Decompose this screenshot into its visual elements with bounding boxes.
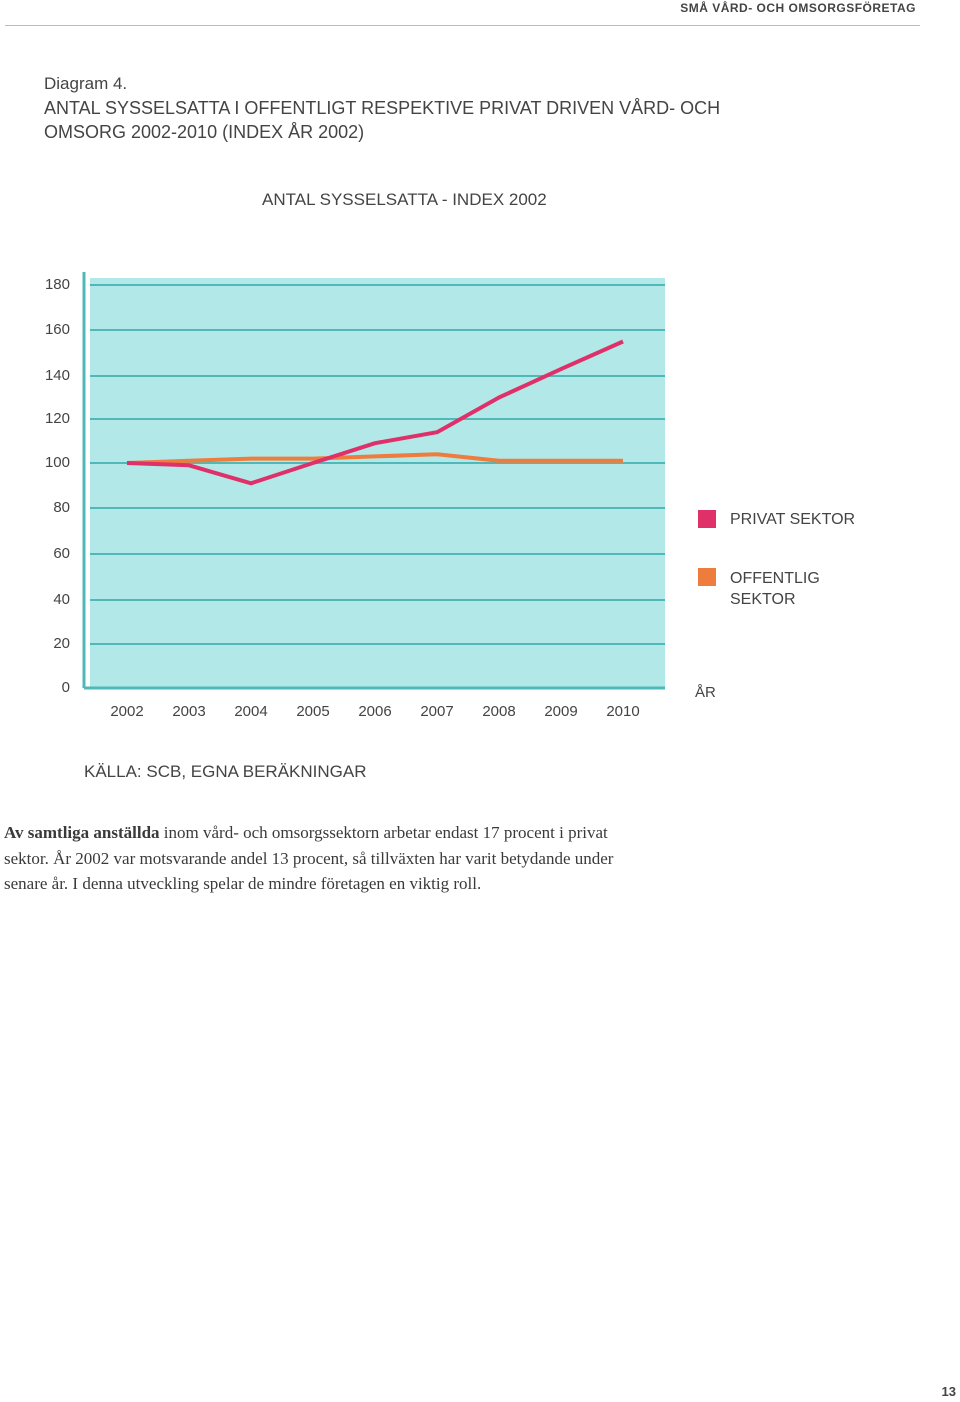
y-tick-label: 0 bbox=[62, 679, 70, 696]
legend-label-private: PRIVAT SEKTOR bbox=[730, 511, 855, 528]
source-note: KÄLLA: SCB, EGNA BERÄKNINGAR bbox=[84, 762, 367, 781]
y-tick-label: 180 bbox=[45, 276, 70, 293]
legend-label-public-line2: SEKTOR bbox=[730, 591, 796, 608]
series-line-public bbox=[126, 452, 623, 465]
line-chart: 0 20 40 60 80 100 120 140 160 180 2002 2003 2004 200… bbox=[45, 272, 855, 720]
running-header: SMÅ VÅRD- OCH OMSORGSFÖRETAG bbox=[680, 1, 916, 15]
body-text: inom vård- och omsorgssektorn arbetar en… bbox=[4, 823, 614, 893]
x-tick-label: 2007 bbox=[420, 703, 453, 720]
x-tick-label: 2009 bbox=[544, 703, 577, 720]
x-tick-label: 2005 bbox=[296, 703, 329, 720]
x-tick-label: 2003 bbox=[172, 703, 205, 720]
x-tick-label: 2010 bbox=[606, 703, 639, 720]
x-tick-label: 2006 bbox=[358, 703, 391, 720]
y-tick-label: 140 bbox=[45, 367, 70, 384]
diagram-title: ANTAL SYSSELSATTA I OFFENTLIGT RESPEKTIV… bbox=[44, 98, 721, 142]
x-axis-label: ÅR bbox=[695, 684, 716, 701]
page-number: 13 bbox=[941, 1384, 956, 1399]
y-tick-label: 80 bbox=[53, 499, 70, 516]
header-divider bbox=[5, 25, 920, 26]
body-paragraph: Av samtliga anställda inom vård- och oms… bbox=[4, 820, 624, 897]
y-tick-label: 160 bbox=[45, 321, 70, 338]
chart-title: ANTAL SYSSELSATTA - INDEX 2002 bbox=[262, 190, 547, 209]
legend-swatch-public bbox=[698, 568, 716, 586]
y-tick-label: 100 bbox=[45, 454, 70, 471]
series-line-private bbox=[126, 339, 624, 486]
x-tick-label: 2008 bbox=[482, 703, 515, 720]
y-tick-label: 20 bbox=[53, 635, 70, 652]
diagram-label: Diagram 4. bbox=[44, 74, 128, 93]
y-tick-label: 120 bbox=[45, 410, 70, 427]
y-tick-label: 40 bbox=[53, 591, 70, 608]
plot-area bbox=[90, 278, 665, 688]
body-lead: Av samtliga anställda bbox=[4, 823, 160, 842]
x-tick-label: 2004 bbox=[234, 703, 267, 720]
legend-swatch-private bbox=[698, 510, 716, 528]
x-tick-label: 2002 bbox=[110, 703, 143, 720]
y-tick-label: 60 bbox=[53, 545, 70, 562]
legend-label-public-line1: OFFENTLIG bbox=[730, 570, 820, 587]
